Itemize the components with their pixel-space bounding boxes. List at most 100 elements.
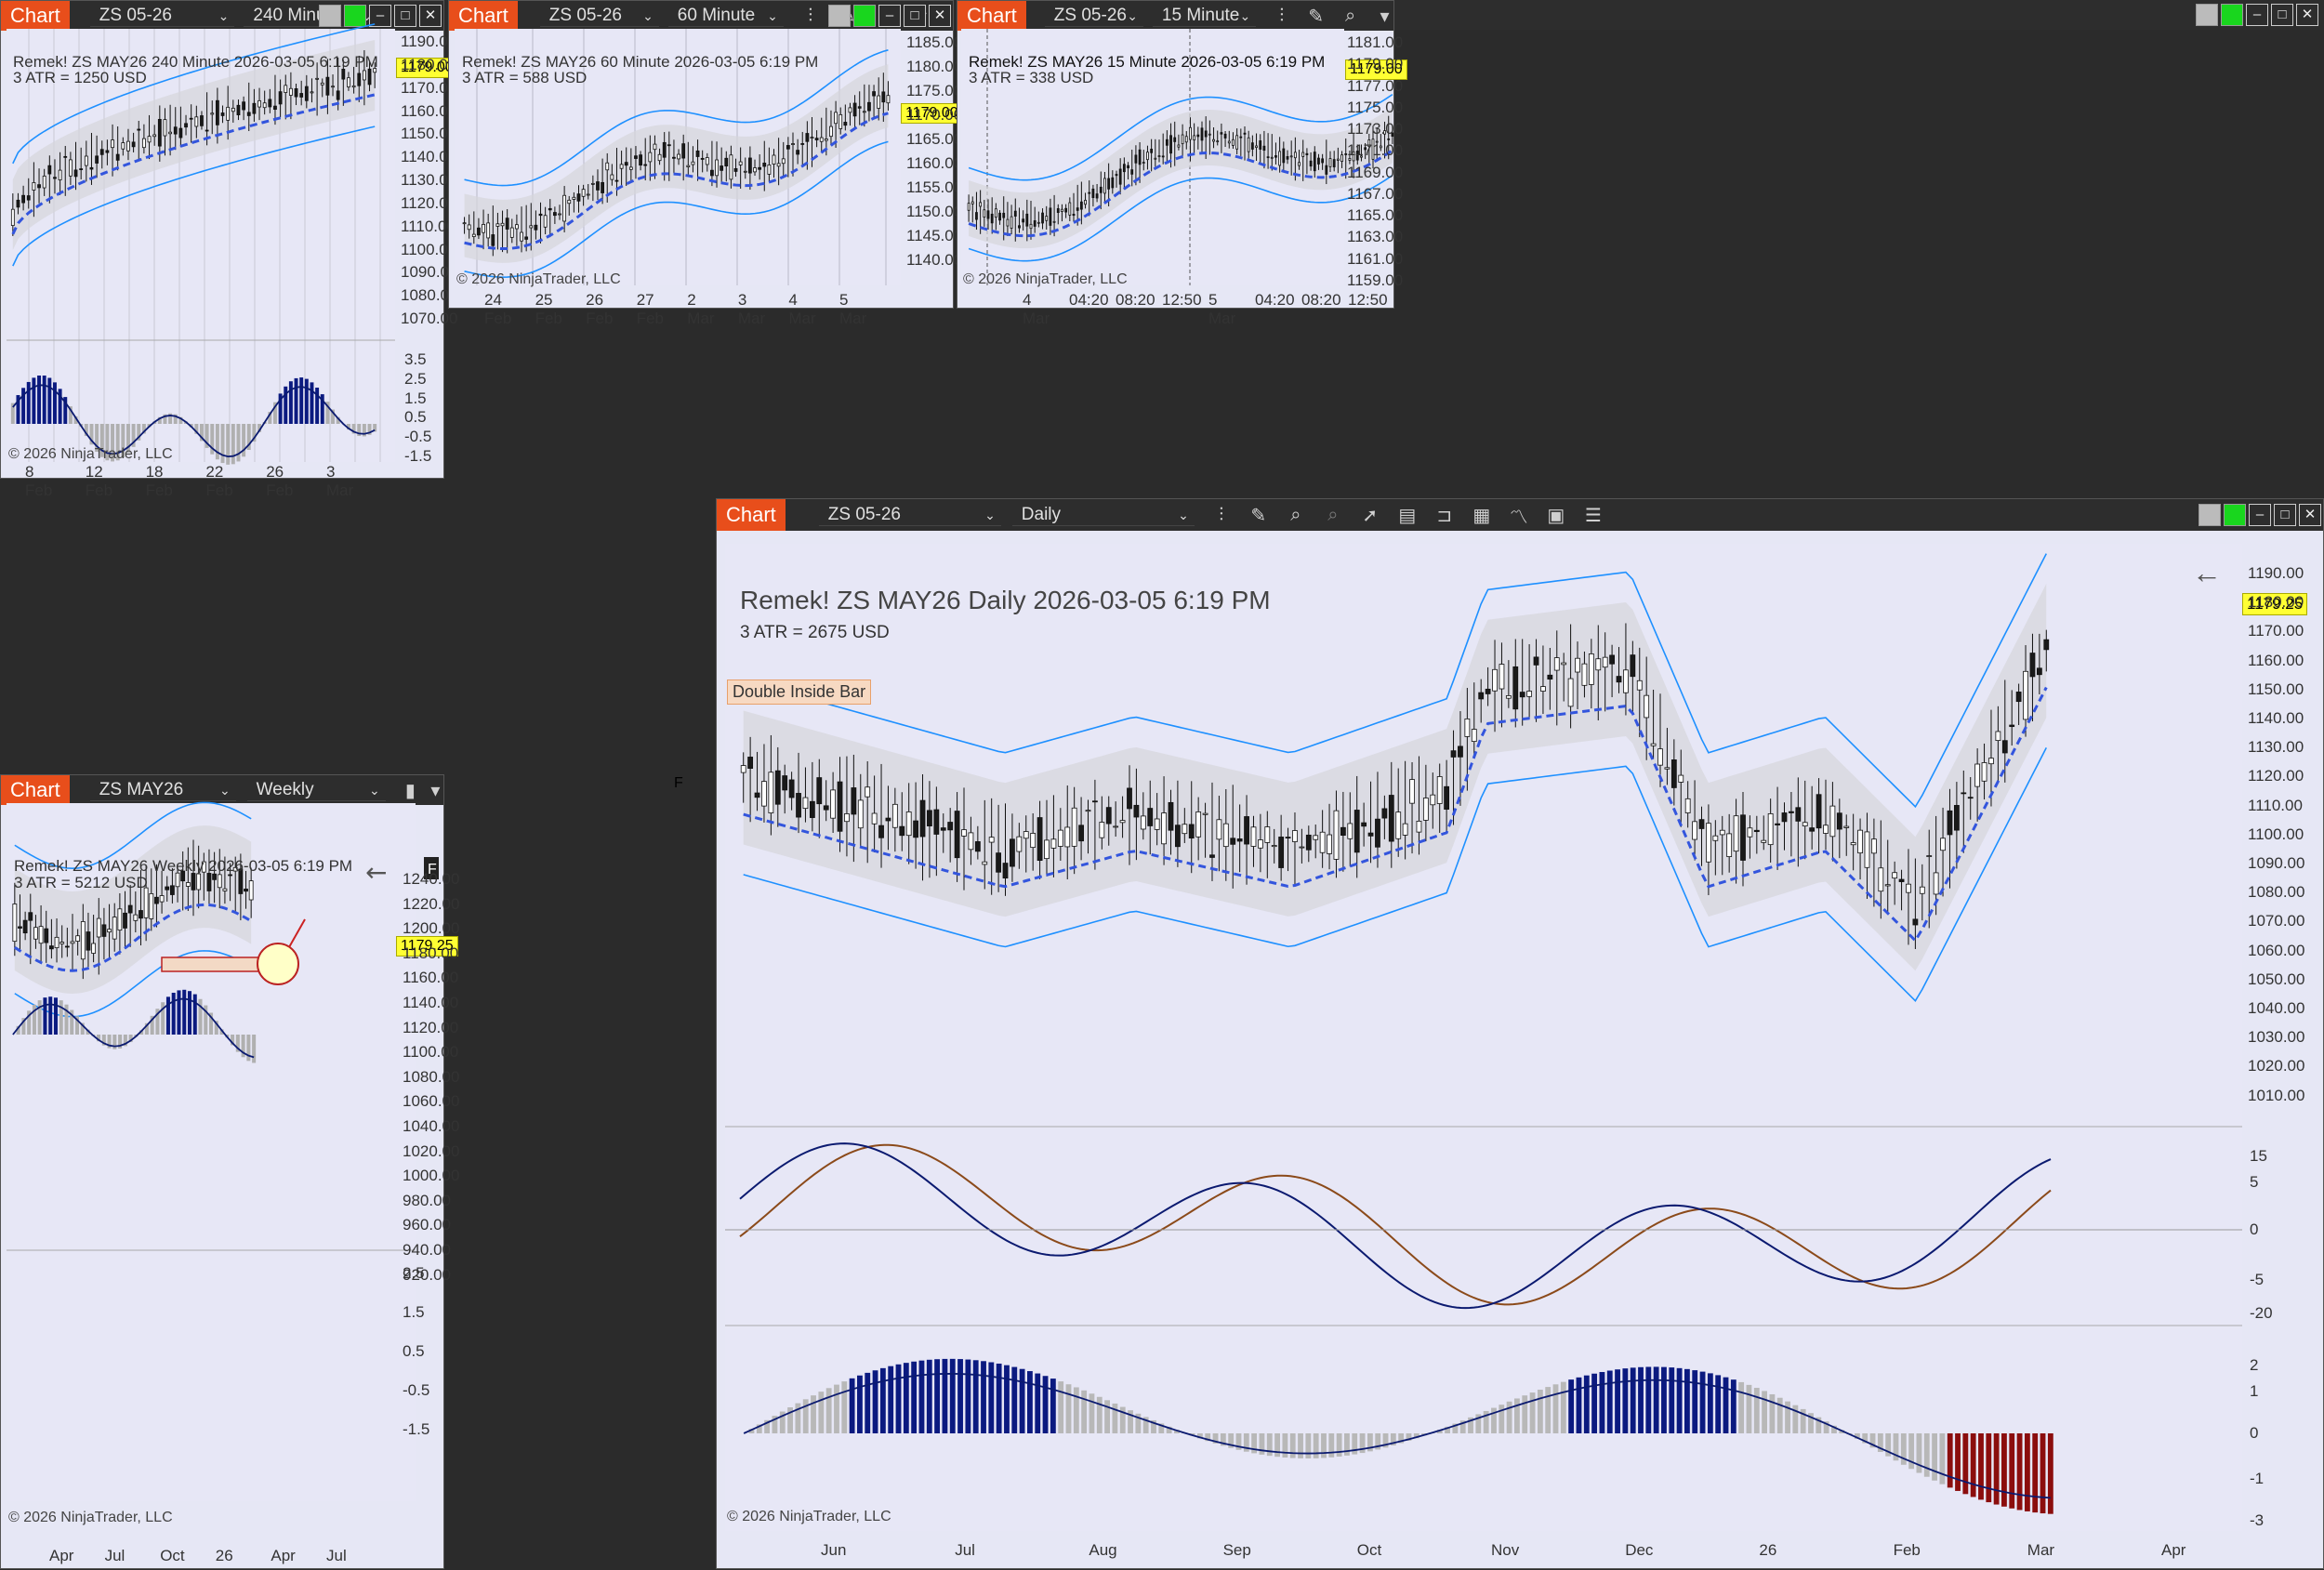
candle-body (1665, 768, 1670, 769)
candle-body (1300, 847, 1304, 848)
candle-body (955, 811, 959, 858)
candle-body (1734, 816, 1738, 851)
candle-body (1465, 719, 1470, 736)
axis-tick-label: 1090.00 (2248, 854, 2304, 873)
histogram-bar (1305, 1433, 1311, 1458)
candle-body (1589, 653, 1593, 684)
histogram-bar (1545, 1387, 1551, 1433)
candle-body (2002, 741, 2007, 753)
axis-tick-label: Feb (1894, 1541, 1921, 1560)
candle-body (1445, 786, 1449, 809)
candle-body (1396, 812, 1401, 839)
histogram-bar (1591, 1374, 1597, 1433)
histogram-bar (965, 1360, 971, 1433)
candle-body (1823, 825, 1828, 834)
histogram-bar (1684, 1369, 1690, 1433)
candle-body (1403, 824, 1407, 835)
candle-body (989, 838, 994, 842)
histogram-bar (943, 1359, 948, 1433)
candle-body (1114, 826, 1118, 827)
candle-body (1776, 824, 1780, 825)
axis-tick-label: 1070.00 (2248, 912, 2304, 930)
axis-tick-label: Dec (1625, 1541, 1653, 1560)
axis-tick-label: Jul (955, 1541, 975, 1560)
histogram-bar (1723, 1378, 1729, 1433)
histogram-bar (1700, 1372, 1706, 1433)
histogram-bar (896, 1365, 902, 1433)
candle-body (1417, 821, 1421, 832)
candle-body (1334, 811, 1339, 859)
histogram-bar (1948, 1433, 1953, 1487)
candle-body (1513, 666, 1518, 708)
candle-body (1527, 692, 1532, 697)
histogram-bar (888, 1366, 893, 1433)
histogram-bar (1267, 1433, 1273, 1456)
candle-body (1189, 825, 1194, 838)
candle-body (879, 825, 884, 838)
candle-body (1437, 776, 1442, 803)
histogram-bar (1274, 1433, 1280, 1457)
candle-body (1375, 819, 1380, 847)
candle-body (1155, 819, 1159, 829)
candle-body (1706, 824, 1710, 863)
histogram-bar (1514, 1398, 1520, 1433)
histogram-bar (1027, 1371, 1033, 1433)
histogram-bar (1738, 1382, 1744, 1433)
histogram-bar (1066, 1384, 1072, 1433)
candle-body (1623, 670, 1628, 693)
candle-body (1314, 836, 1318, 839)
candle-body (920, 800, 925, 837)
candle-body (1685, 798, 1690, 812)
candle-body (1072, 808, 1076, 846)
candle-body (997, 853, 1001, 873)
double-inside-bar-label: Double Inside Bar (727, 679, 871, 705)
candle-body (1603, 657, 1607, 667)
axis-tick-label: 1110.00 (2248, 797, 2303, 815)
histogram-bar (934, 1359, 940, 1433)
axis-tick-label: 1100.00 (2248, 825, 2304, 844)
histogram-bar (1971, 1433, 1976, 1497)
candle-body (1134, 805, 1139, 817)
candle-body (1258, 840, 1262, 849)
axis-tick-label: 1050.00 (2248, 970, 2304, 989)
candle-body (1051, 839, 1056, 849)
candle-body (1223, 824, 1228, 846)
candle-body (1996, 732, 2000, 741)
candle-body (1610, 655, 1615, 664)
histogram-bar (2009, 1433, 2014, 1509)
histogram-bar (1715, 1375, 1721, 1433)
atr-label: 3 ATR = 2675 USD (740, 623, 890, 643)
histogram-bar (818, 1392, 824, 1433)
candle-body (1720, 830, 1724, 835)
candle-body (948, 823, 953, 830)
axis-tick-label: -5 (2250, 1271, 2264, 1289)
histogram-bar (1298, 1433, 1303, 1458)
candle-body (1237, 838, 1242, 841)
candle-body (1810, 828, 1815, 832)
histogram-bar (1097, 1397, 1103, 1433)
axis-tick-label: 1030.00 (2248, 1028, 2304, 1047)
candle-body (1209, 855, 1214, 858)
candle-body (1554, 658, 1559, 670)
candle-body (1802, 823, 1807, 826)
histogram-bar (1337, 1433, 1342, 1457)
candle-body (2037, 668, 2041, 675)
axis-tick-label: 1010.00 (2248, 1087, 2304, 1105)
histogram-bar (1074, 1387, 1079, 1433)
histogram-bar (2017, 1433, 2023, 1510)
back-arrow-icon[interactable]: ← (2192, 556, 2222, 590)
candle-body (1796, 808, 1801, 822)
candle-body (1948, 811, 1952, 835)
histogram-bar (1577, 1378, 1582, 1433)
histogram-bar (1754, 1388, 1760, 1433)
candle-body (1023, 832, 1028, 838)
candle-body (1479, 693, 1484, 699)
candle-body (1631, 655, 1635, 677)
candle-body (1272, 846, 1276, 847)
candle-body (1520, 693, 1525, 697)
candle-body (1423, 798, 1428, 821)
axis-tick-label: 1140.00 (2248, 709, 2304, 728)
candle-body (1534, 657, 1538, 665)
histogram-bar (1986, 1433, 1991, 1502)
